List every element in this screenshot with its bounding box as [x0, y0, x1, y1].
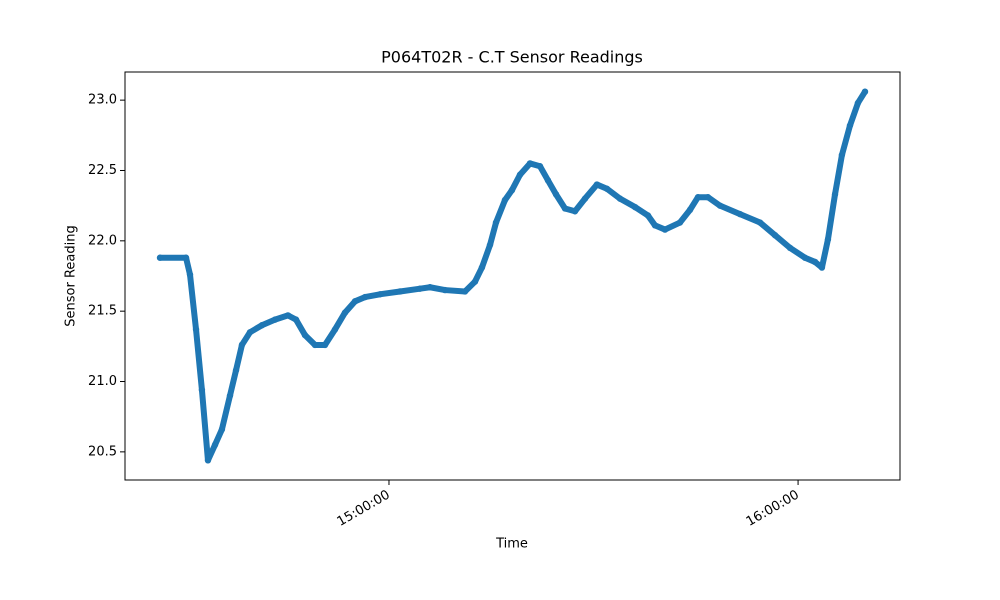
y-tick-label: 21.5	[88, 304, 117, 319]
data-point	[186, 271, 194, 278]
data-point	[676, 219, 684, 226]
x-tick-label: 16:00:00	[744, 488, 802, 530]
data-point	[686, 206, 694, 214]
data-point	[603, 185, 611, 192]
data-point	[284, 312, 292, 319]
data-point	[694, 194, 702, 201]
data-point	[736, 210, 744, 218]
data-point	[211, 441, 219, 449]
data-point	[321, 341, 329, 349]
data-point	[661, 226, 669, 233]
data-point	[616, 195, 624, 202]
data-point	[416, 285, 424, 292]
data-point	[218, 426, 226, 433]
data-point	[461, 288, 469, 295]
y-tick-label: 22.5	[88, 163, 117, 178]
data-point	[361, 293, 369, 301]
data-point	[818, 264, 826, 271]
data-point	[238, 341, 246, 349]
data-point	[258, 322, 266, 329]
data-point	[536, 163, 544, 170]
y-tick-label: 20.5	[88, 444, 117, 459]
data-point	[771, 232, 779, 239]
data-point	[861, 88, 869, 95]
data-point	[341, 309, 349, 316]
data-point	[581, 195, 589, 202]
data-point	[376, 291, 384, 298]
data-point	[846, 122, 854, 129]
data-point	[631, 203, 639, 211]
data-point	[204, 457, 212, 464]
data-point	[226, 392, 234, 399]
data-point	[756, 219, 764, 226]
data-point	[331, 326, 339, 333]
data-point	[396, 288, 404, 295]
x-tick-label: 15:00:00	[335, 488, 393, 530]
data-point	[478, 264, 486, 271]
data-point	[301, 331, 309, 339]
data-point	[716, 202, 724, 209]
data-point	[838, 151, 846, 159]
data-point	[651, 222, 659, 229]
data-point	[593, 181, 601, 188]
data-point	[311, 341, 319, 349]
data-point	[526, 160, 534, 167]
data-point	[544, 177, 552, 184]
data-point	[501, 196, 509, 204]
data-point	[854, 99, 862, 107]
chart-title: P064T02R - C.T Sensor Readings	[381, 48, 643, 67]
data-point	[192, 326, 200, 333]
data-point	[552, 191, 560, 198]
data-point	[246, 329, 254, 336]
data-point	[508, 186, 516, 194]
data-point	[786, 244, 794, 252]
data-point	[271, 316, 279, 323]
data-point	[831, 191, 839, 198]
data-point	[471, 278, 479, 285]
x-axis-label: Time	[495, 537, 528, 552]
data-point	[561, 205, 569, 212]
data-point	[182, 254, 190, 261]
data-point	[351, 298, 359, 305]
data-point	[492, 219, 500, 226]
data-point	[426, 284, 434, 291]
plot-frame	[124, 71, 901, 481]
data-point	[156, 254, 164, 261]
data-point	[704, 194, 712, 201]
data-point	[441, 286, 449, 294]
data-point	[644, 212, 652, 219]
trace-line	[157, 88, 868, 464]
y-tick-label: 21.0	[88, 374, 117, 389]
data-point	[516, 171, 524, 178]
data-point	[292, 316, 300, 323]
data-point	[571, 208, 579, 215]
data-point	[824, 236, 832, 243]
data-point	[486, 241, 494, 249]
data-point	[198, 386, 206, 394]
data-point	[232, 367, 240, 374]
data-point	[801, 254, 809, 261]
data-point	[811, 258, 819, 266]
y-tick-label: 22.0	[88, 233, 117, 248]
y-axis-label: Sensor Reading	[64, 225, 79, 326]
y-tick-label: 23.0	[88, 93, 117, 108]
